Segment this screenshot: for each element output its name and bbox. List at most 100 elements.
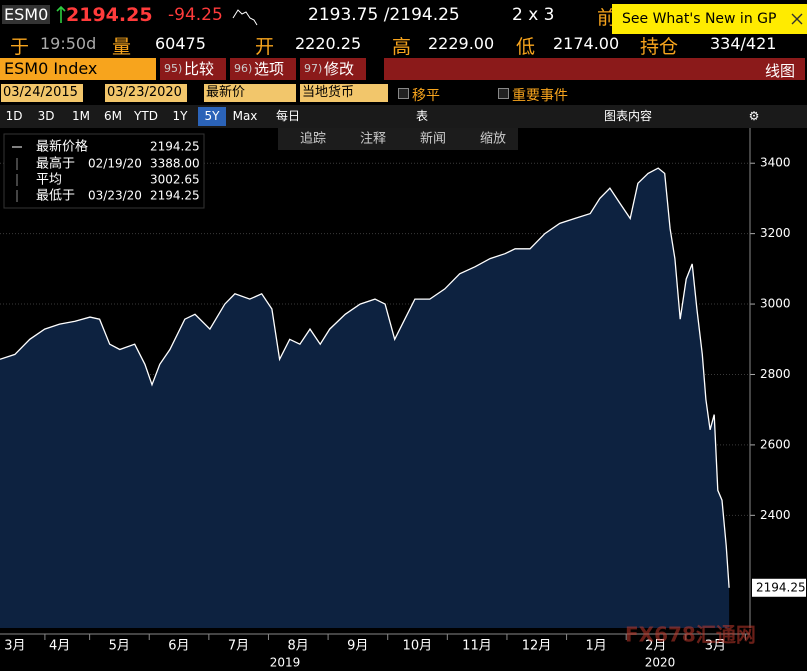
menu-bar: ESM0 Index 线图 95) 比较 96) 选项 97) 修改: [0, 57, 807, 81]
stat-value: 3002.65: [150, 173, 200, 187]
stat-label: 最高于: [36, 156, 75, 172]
tool-button[interactable]: 新闻: [420, 131, 446, 147]
line: [0, 167, 730, 588]
y-tick-label: 3400: [760, 156, 791, 170]
view-label: 线图: [764, 62, 795, 80]
chart-content-button[interactable]: 图表内容: [603, 109, 652, 123]
quote-fields: 于 19:50d 量 60475 开 2220.25 高 2229.00 低 2174.00 持仓 3…: [0, 30, 807, 58]
x-tick-label: 5月: [109, 639, 130, 654]
menu-item[interactable]: 96) 选项: [230, 58, 296, 80]
y-tick-label: 2600: [760, 437, 791, 451]
period-button[interactable]: 1D: [5, 109, 23, 123]
menu-label[interactable]: 比较: [184, 60, 215, 78]
y-tick-label: 3000: [760, 297, 791, 311]
quote-row: ESM0 2194.25 -94.25 2193.75 /2194.25 2 x…: [0, 0, 807, 34]
period-button[interactable]: 5Y: [198, 107, 226, 126]
size: 2 x 3: [512, 5, 555, 25]
end-date[interactable]: 03/23/2020: [105, 84, 187, 102]
field-label: 于: [10, 36, 30, 58]
promo-text[interactable]: See What's New in GP: [622, 11, 777, 27]
sparkline-icon: [232, 9, 258, 26]
menu-label[interactable]: 选项: [254, 60, 285, 78]
controls-row: 03/24/2015 03/23/2020 最新价 当地货币 移平 重要事件: [0, 82, 807, 105]
y-tick-label: 2400: [760, 508, 791, 522]
stat-label: 最低于: [36, 189, 75, 204]
view-bar: 线图: [384, 58, 805, 80]
period-button[interactable]: Max: [232, 109, 258, 123]
x-tick-label: 8月: [287, 639, 308, 654]
field-value: 2220.25: [295, 34, 362, 53]
period-button[interactable]: YTD: [134, 109, 158, 123]
settings[interactable]: ⚙: [748, 109, 760, 123]
x-tick-label: 1月: [586, 639, 607, 654]
field-label: 高: [392, 36, 412, 58]
tool-button[interactable]: 缩放: [480, 131, 506, 147]
currency-select[interactable]: 当地货币: [300, 84, 388, 102]
menu-number[interactable]: 97): [304, 62, 323, 75]
period-button[interactable]: 1Y: [172, 109, 188, 123]
ticker: ESM0: [2, 5, 51, 24]
menu-number[interactable]: 95): [164, 62, 183, 75]
checkbox[interactable]: [398, 88, 409, 99]
stat-date: 02/19/20: [88, 157, 142, 171]
field-value: 60475: [155, 34, 206, 53]
tool-bar: [278, 128, 518, 150]
start-date[interactable]: 03/24/2015: [1, 84, 83, 102]
stat-label: 平均: [36, 173, 62, 188]
tool-button[interactable]: 追踪: [300, 131, 326, 147]
checkbox[interactable]: [498, 88, 509, 99]
stat-value: 2194.25: [150, 189, 200, 203]
x-tick-label: 2月: [645, 639, 666, 654]
x-tick-label: 4月: [49, 639, 70, 654]
close-icon[interactable]: [791, 13, 803, 25]
x-tick-label: 9月: [347, 639, 368, 654]
year-label: 2019: [270, 656, 301, 670]
tool-button[interactable]: 注释: [360, 132, 386, 147]
x-tick-label: 11月: [462, 639, 492, 654]
promo-banner[interactable]: See What's New in GP: [612, 4, 807, 34]
last-value-label: 2194.25: [756, 580, 806, 594]
menu-label[interactable]: 修改: [324, 60, 355, 78]
table-button[interactable]: 表: [415, 109, 428, 123]
last-price: 2194.25: [66, 4, 153, 26]
stat-value: 3388.00: [150, 157, 200, 171]
field-label: 低: [516, 36, 536, 58]
legend-value: 2194.25: [150, 140, 200, 154]
events-label[interactable]: 重要事件: [512, 88, 568, 104]
field-value: 2229.00: [428, 34, 495, 53]
x-axis-band: [0, 628, 807, 671]
y-tick-label: 2800: [760, 367, 791, 381]
watermark: FX678汇通网: [625, 623, 756, 647]
x-tick-label: 6月: [168, 639, 189, 654]
x-tick-label: 7月: [228, 639, 249, 654]
menu-item[interactable]: 97) 修改: [300, 58, 366, 80]
field-label: 量: [112, 36, 132, 58]
net-change: -94.25: [168, 5, 223, 25]
period-button[interactable]: 6M: [104, 109, 122, 123]
area: [0, 168, 730, 628]
menu-number[interactable]: 96): [234, 62, 253, 75]
field-value: 19:50d: [40, 34, 97, 53]
menu-item[interactable]: 95) 比较: [160, 58, 226, 80]
x-tick-label: 10月: [403, 639, 433, 654]
field-label: 开: [255, 36, 275, 58]
period-bar: 每日 表 图表内容 ⚙ 1D 3D 1M 6M YTD 1Y 5Y Max: [0, 105, 807, 128]
legend-box: [3, 133, 205, 209]
field-select[interactable]: 最新价: [204, 84, 296, 102]
x-tick-label: 12月: [522, 639, 552, 654]
x-tick-label: 3月: [705, 639, 726, 654]
x-tick-label: 3月: [4, 639, 25, 654]
field-value: 2174.00: [553, 34, 620, 53]
y-tick-label: 3200: [760, 226, 791, 240]
prev-label: 前: [597, 7, 617, 29]
security-box[interactable]: ESM0 Index: [0, 58, 156, 80]
year-label: 2020: [645, 656, 676, 670]
field-value: 334/421: [710, 34, 777, 53]
frequency[interactable]: 每日: [275, 109, 300, 123]
period-button[interactable]: 1M: [72, 109, 90, 123]
period-button[interactable]: 3D: [37, 109, 55, 123]
smooth-label[interactable]: 移平: [412, 88, 440, 104]
legend-name: 最新价格: [36, 139, 88, 155]
